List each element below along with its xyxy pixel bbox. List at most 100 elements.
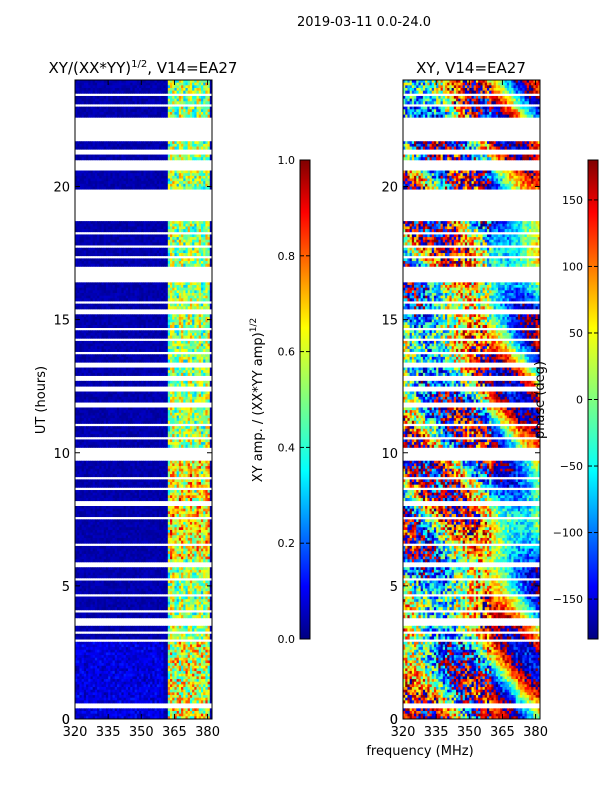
heatmap-cell (108, 98, 111, 102)
heatmap-cell (209, 173, 213, 177)
heatmap-cell (205, 253, 208, 257)
heatmap-cell (125, 106, 129, 110)
heatmap-cell (209, 186, 213, 190)
heatmap-cell (156, 109, 160, 113)
heatmap-cell (101, 242, 105, 246)
heatmap-cell (158, 111, 162, 116)
heatmap-cell (99, 106, 102, 110)
heatmap-cell (192, 170, 195, 174)
heatmap-cell (145, 234, 149, 238)
heatmap-cell (165, 181, 169, 185)
heatmap-cell (112, 173, 116, 177)
heatmap-cell (150, 183, 153, 187)
heatmap-cell (207, 239, 211, 243)
heatmap-cell (94, 157, 98, 161)
heatmap-cell (86, 143, 89, 147)
heatmap-cell (163, 221, 166, 225)
heatmap-cell (112, 221, 116, 225)
heatmap-cell (156, 154, 160, 158)
heatmap-cell (92, 80, 96, 84)
heatmap-cell (181, 106, 184, 110)
heatmap-cell (167, 247, 171, 251)
heatmap-cell (90, 253, 94, 257)
heatmap-cell (77, 253, 80, 257)
heatmap-cell (90, 186, 94, 190)
heatmap-cell (194, 157, 197, 161)
heatmap-cell (143, 181, 147, 185)
heatmap-cell (132, 221, 136, 225)
heatmap-cell (181, 109, 184, 113)
heatmap-cell (75, 143, 78, 147)
heatmap-cell (145, 181, 149, 185)
heatmap-cell (147, 183, 151, 187)
heatmap-cell (132, 154, 136, 158)
heatmap-cell (152, 258, 155, 262)
heatmap-cell (205, 111, 208, 116)
heatmap-cell (196, 143, 200, 147)
heatmap-cell (123, 229, 127, 233)
heatmap-cell (185, 223, 189, 227)
heatmap-cell (156, 223, 160, 227)
heatmap-cell (83, 173, 87, 177)
heatmap-cell (170, 186, 173, 190)
heatmap-cell (167, 183, 171, 187)
heatmap-cell (114, 258, 118, 262)
heatmap-cell (77, 261, 80, 265)
heatmap-cell (194, 111, 197, 116)
heatmap-cell (209, 95, 213, 100)
heatmap-cell (112, 181, 116, 185)
heatmap-cell (200, 109, 204, 113)
heatmap-cell (207, 242, 211, 246)
heatmap-cell (81, 157, 85, 161)
heatmap-cell (209, 111, 213, 116)
heatmap-cell (152, 170, 155, 174)
heatmap-cell (154, 109, 158, 113)
heatmap-cell (147, 178, 151, 182)
heatmap-cell (163, 114, 166, 118)
heatmap-cell (192, 250, 195, 254)
heatmap-cell (161, 175, 164, 179)
heatmap-cell (136, 223, 140, 227)
heatmap-cell (205, 226, 208, 230)
heatmap-cell (134, 234, 138, 238)
heatmap-cell (181, 226, 184, 230)
heatmap-cell (108, 154, 111, 158)
heatmap-cell (181, 258, 184, 262)
heatmap-cell (154, 154, 158, 158)
heatmap-cell (121, 146, 125, 150)
heatmap-cell (99, 98, 102, 102)
heatmap-cell (81, 80, 85, 84)
heatmap-cell (187, 229, 191, 233)
heatmap-cell (185, 186, 189, 190)
heatmap-cell (203, 95, 206, 100)
heatmap-cell (154, 101, 158, 105)
heatmap-cell (99, 258, 102, 262)
heatmap-cell (196, 101, 200, 105)
heatmap-cell (141, 258, 144, 262)
heatmap-cell (130, 239, 133, 243)
heatmap-cell (130, 175, 133, 179)
heatmap-cell (136, 229, 140, 233)
heatmap-cell (207, 173, 211, 177)
heatmap-cell (128, 109, 131, 113)
heatmap-cell (125, 114, 129, 118)
heatmap-cell (130, 253, 133, 257)
heatmap-cell (178, 154, 182, 158)
heatmap-cell (123, 223, 127, 227)
heatmap-cell (128, 186, 131, 190)
heatmap-cell (163, 253, 166, 257)
heatmap-cell (174, 258, 178, 262)
heatmap-cell (110, 111, 113, 116)
heatmap-cell (196, 258, 200, 262)
heatmap-cell (130, 85, 133, 89)
heatmap-cell (83, 234, 87, 238)
heatmap-cell (139, 98, 142, 102)
heatmap-cell (192, 154, 195, 158)
heatmap-cell (207, 223, 211, 227)
heatmap-cell (196, 95, 200, 100)
heatmap-cell (134, 85, 138, 89)
heatmap-cell (145, 178, 149, 182)
heatmap-cell (143, 234, 147, 238)
heatmap-cell (185, 173, 189, 177)
heatmap-cell (108, 82, 111, 86)
